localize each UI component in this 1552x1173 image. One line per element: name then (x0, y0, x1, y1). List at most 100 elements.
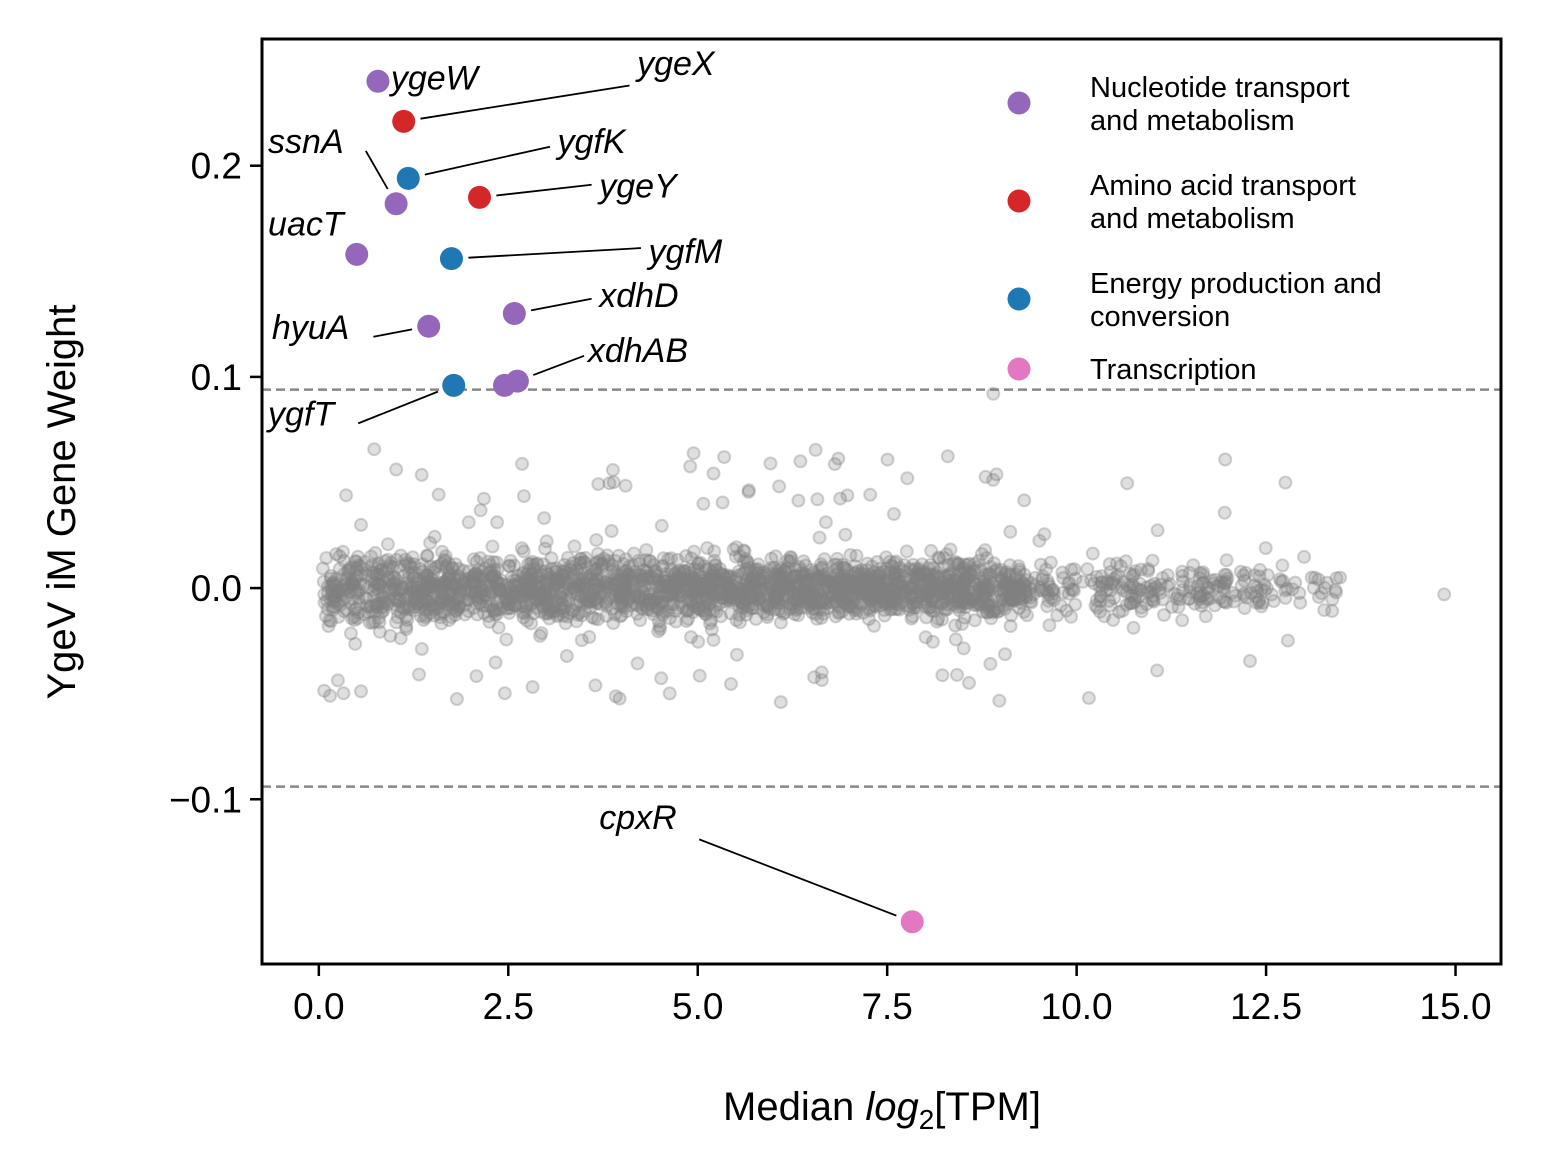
background-point (588, 582, 603, 597)
background-point (806, 565, 821, 580)
background-point (1123, 596, 1138, 611)
background-point (967, 557, 982, 572)
background-point (533, 595, 548, 610)
background-point (707, 544, 722, 559)
background-point (953, 586, 968, 601)
background-point (926, 578, 941, 593)
background-point (1275, 558, 1290, 573)
background-point (893, 578, 907, 592)
background-point (755, 582, 770, 597)
y-axis-label: YgeV iM Gene Weight (40, 304, 84, 699)
background-point (605, 564, 620, 579)
annotation-labels: ygeW ygeX ygfK ssnA ygeY uacT ygfM xdhD hyuA xdhA… (266, 45, 723, 837)
background-point (1258, 541, 1273, 556)
background-point (501, 597, 516, 612)
background-point (936, 584, 951, 599)
background-point (599, 574, 614, 589)
background-point (1065, 582, 1080, 597)
background-point (892, 574, 907, 589)
background-point (1320, 575, 1334, 590)
background-point (370, 597, 385, 612)
background-point (572, 576, 587, 591)
background-point (630, 656, 645, 671)
background-point (390, 602, 405, 617)
background-point (857, 567, 872, 582)
background-point (1046, 586, 1061, 601)
background-point (906, 586, 921, 601)
background-point (615, 571, 630, 586)
background-point (1093, 589, 1108, 604)
background-point (763, 580, 778, 595)
background-point (864, 593, 879, 608)
background-point (371, 556, 386, 571)
legend: Nucleotide transport and metabolism Amino … (1007, 72, 1382, 386)
background-point (1040, 599, 1055, 614)
background-point (420, 548, 435, 563)
background-point (936, 586, 951, 601)
background-point (393, 548, 408, 563)
background-point (814, 673, 829, 688)
background-point (1237, 573, 1252, 588)
background-point (455, 576, 470, 591)
background-point (689, 586, 704, 601)
background-point (1019, 589, 1034, 604)
background-point (974, 547, 989, 561)
background-point (736, 586, 750, 601)
background-point (461, 571, 476, 586)
background-point (987, 603, 1002, 618)
background-point (660, 586, 675, 601)
background-point (677, 566, 691, 581)
background-point (357, 555, 372, 569)
background-point (841, 599, 855, 614)
background-point (431, 576, 446, 591)
background-point (482, 584, 497, 599)
background-point (895, 578, 910, 593)
point-ygfT (442, 373, 466, 397)
background-point (377, 590, 391, 604)
background-point (935, 668, 950, 683)
background-point (981, 599, 996, 613)
background-point (741, 483, 756, 498)
background-point (386, 569, 401, 584)
background-point (549, 561, 564, 576)
x-tick-label: 7.5 (861, 986, 912, 1027)
background-point (774, 568, 788, 583)
background-point (845, 580, 860, 594)
background-point (538, 582, 553, 596)
background-point (872, 580, 887, 595)
background-point (857, 571, 872, 586)
background-point (684, 580, 699, 595)
background-point (403, 560, 418, 575)
background-point (983, 656, 998, 671)
background-point (1329, 571, 1344, 586)
background-point (468, 585, 483, 600)
background-point (691, 634, 706, 649)
background-point (883, 602, 898, 617)
background-point (794, 566, 809, 580)
background-point (1325, 592, 1340, 607)
background-point (686, 605, 701, 619)
background-point (661, 603, 676, 618)
background-point (402, 586, 417, 601)
background-point (785, 584, 800, 599)
background-point (469, 584, 484, 599)
background-point (640, 564, 655, 579)
background-point (420, 587, 434, 602)
background-point (983, 597, 998, 612)
background-point (953, 563, 968, 578)
background-point (1325, 604, 1340, 618)
background-point (317, 595, 332, 610)
background-point (528, 577, 543, 592)
background-point (833, 491, 848, 506)
background-point (383, 580, 397, 595)
background-point (832, 572, 847, 587)
background-point (998, 647, 1012, 662)
background-point (981, 578, 996, 593)
background-point (399, 622, 414, 637)
background-point (1297, 549, 1312, 564)
background-point (499, 593, 514, 607)
background-point (729, 647, 744, 662)
background-point (559, 649, 574, 663)
background-point (760, 566, 775, 581)
background-point (553, 591, 568, 606)
